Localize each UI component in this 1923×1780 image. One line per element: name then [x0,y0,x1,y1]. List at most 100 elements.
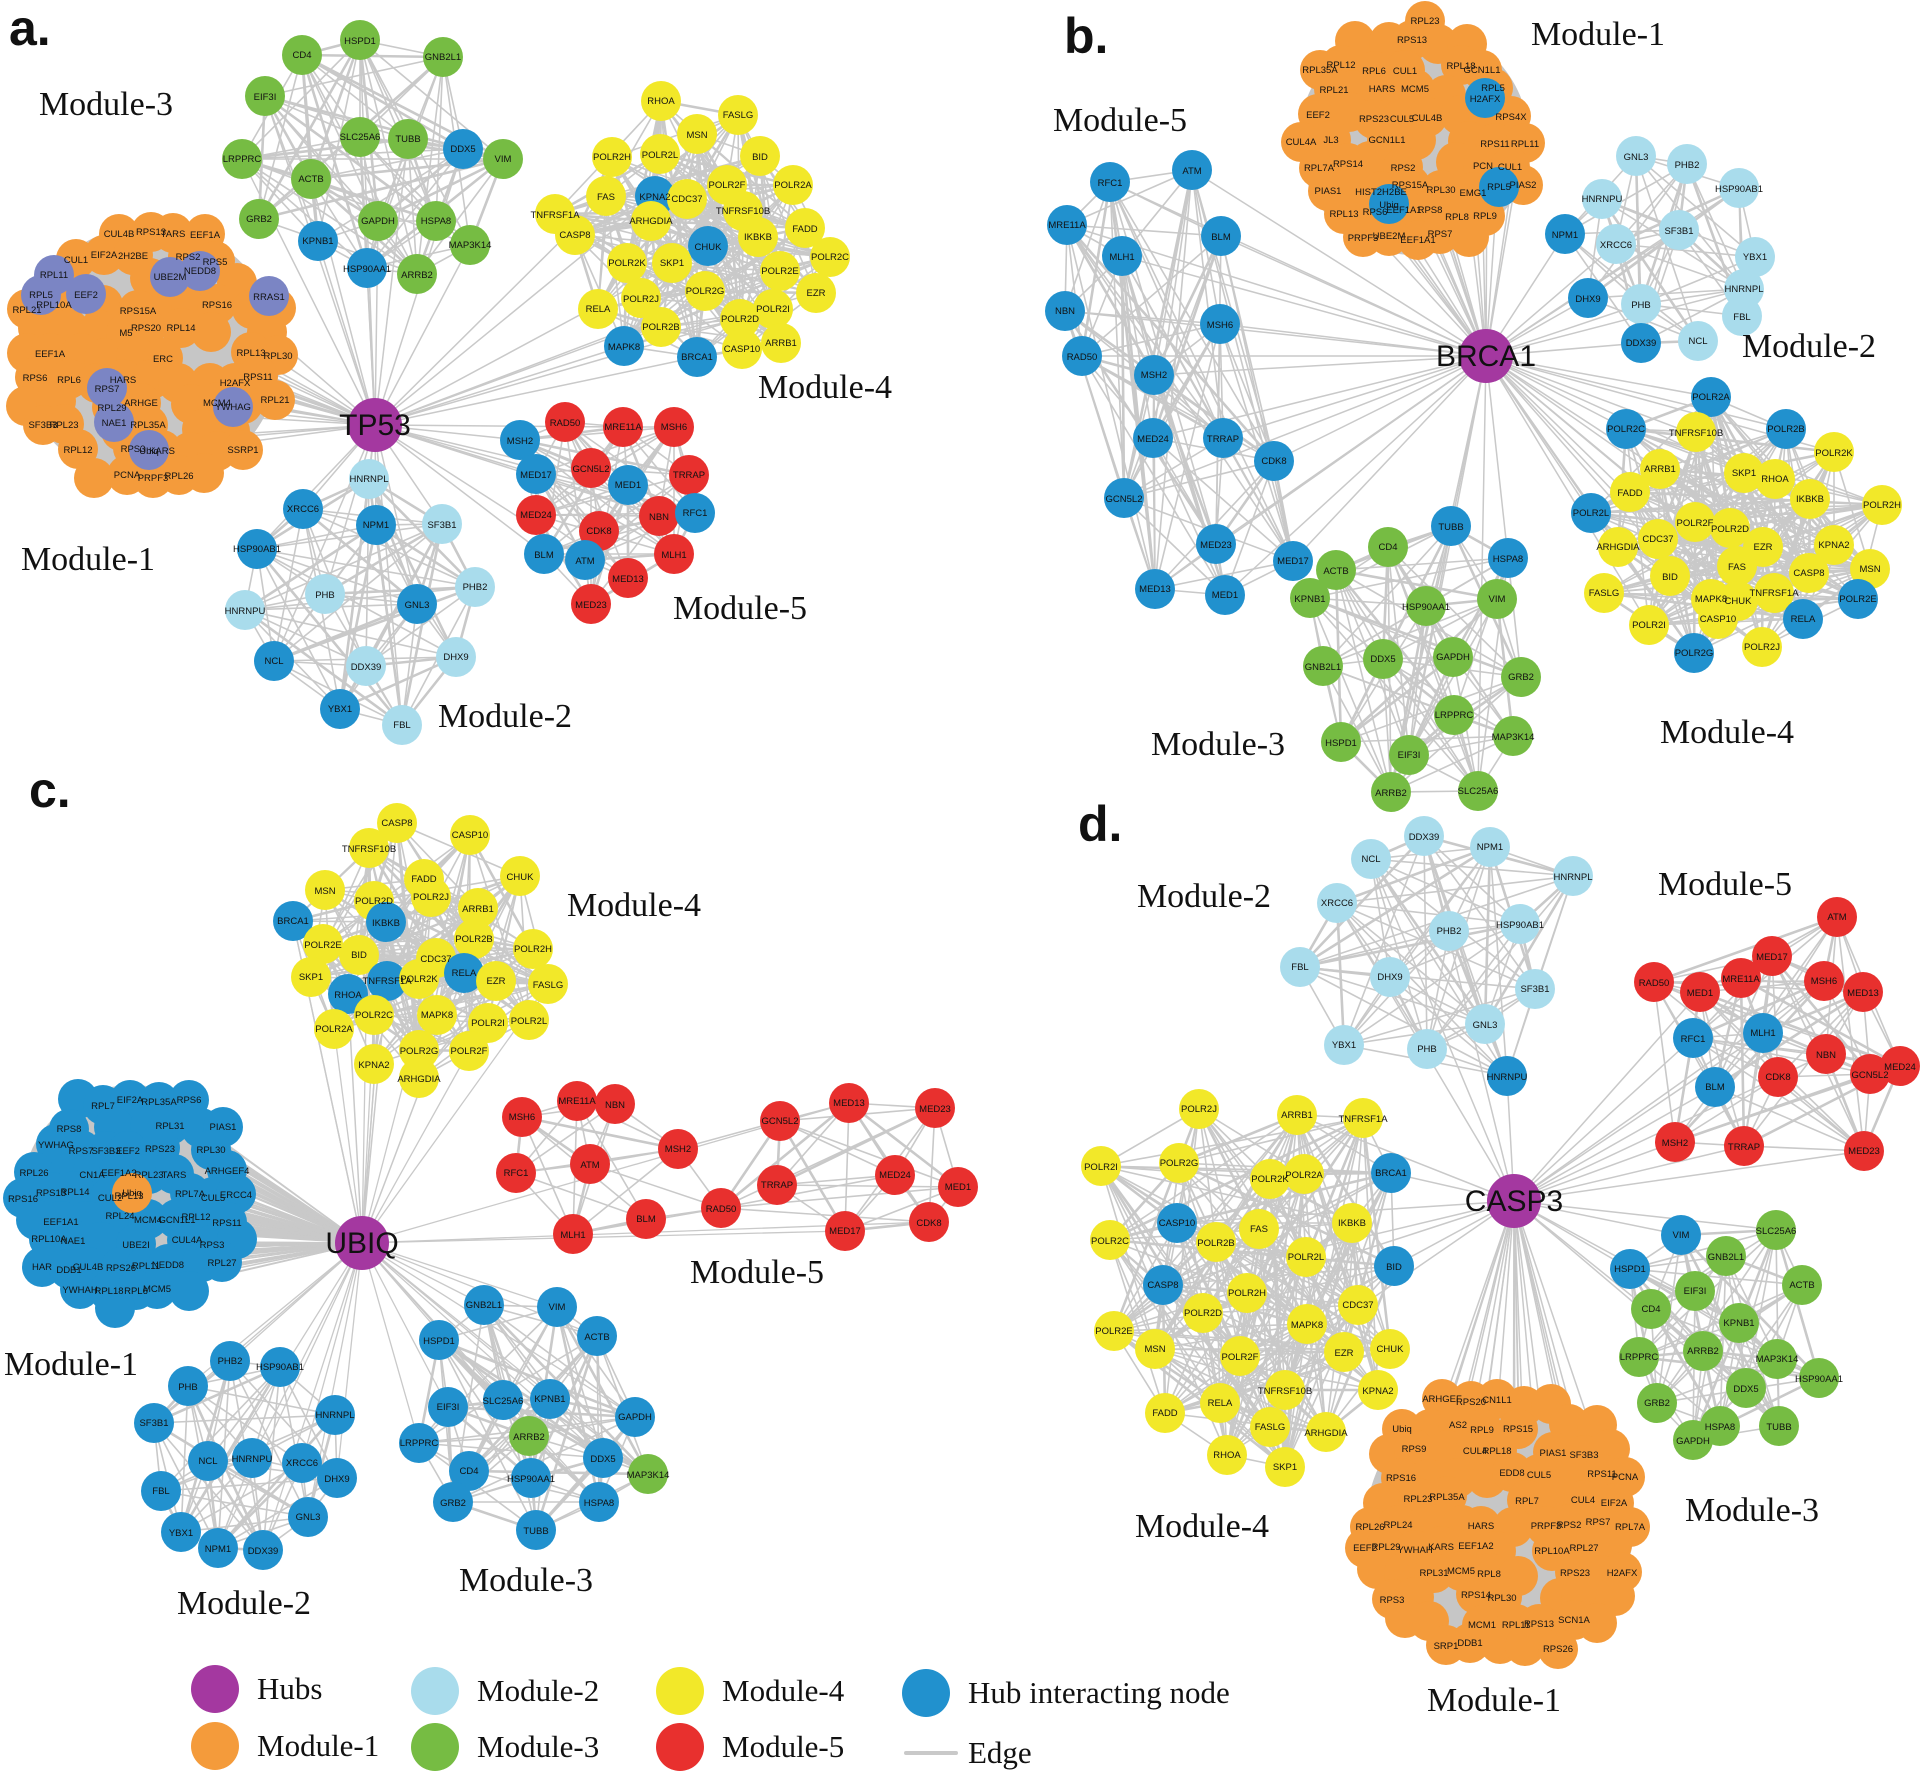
svg-text:PHB2: PHB2 [218,1356,243,1367]
svg-text:RPL13: RPL13 [236,348,265,359]
svg-text:GNB2L1: GNB2L1 [1305,662,1341,673]
svg-text:PHB: PHB [1417,1044,1437,1055]
svg-text:BRCA1: BRCA1 [277,916,309,927]
svg-text:MED23: MED23 [919,1104,951,1115]
svg-text:POLR2C: POLR2C [1607,424,1645,435]
svg-text:RAD50: RAD50 [1639,978,1670,989]
svg-text:RFC1: RFC1 [1098,178,1123,189]
svg-text:DDX5: DDX5 [1733,1384,1758,1395]
svg-text:RPS11: RPS11 [1480,139,1509,150]
svg-text:RPS14: RPS14 [1333,159,1363,170]
svg-text:ERCC4: ERCC4 [220,1190,252,1201]
svg-text:CHUK: CHUK [1377,1344,1405,1355]
svg-text:CDC37: CDC37 [671,194,702,205]
svg-text:RPL8: RPL8 [1477,1569,1501,1580]
svg-text:MED17: MED17 [520,470,552,481]
svg-text:POLR2A: POLR2A [315,1024,353,1035]
svg-text:TARS: TARS [161,229,186,240]
svg-text:RPL27: RPL27 [1569,1543,1598,1554]
svg-text:SLC25A6: SLC25A6 [1458,786,1499,797]
svg-text:RPL18: RPL18 [1446,61,1475,72]
svg-text:Ubiq: Ubiq [139,446,159,457]
svg-text:NEDD8: NEDD8 [152,1260,184,1271]
svg-text:POLR2K: POLR2K [400,974,438,985]
svg-text:RPL11: RPL11 [132,1261,160,1272]
svg-text:DDX39: DDX39 [351,662,382,673]
svg-text:NCL: NCL [1361,854,1380,865]
svg-text:SF3B3: SF3B3 [91,1146,120,1157]
svg-text:HARS: HARS [1369,84,1395,95]
svg-text:NCL: NCL [198,1456,217,1467]
svg-text:EEF2: EEF2 [74,290,98,301]
svg-text:RPS16: RPS16 [8,1194,38,1205]
svg-text:KARS: KARS [1428,1542,1454,1553]
svg-text:FBL: FBL [1733,312,1750,323]
svg-text:TUBB: TUBB [395,134,420,145]
svg-text:POLR2B: POLR2B [642,322,680,333]
svg-text:PIAS1: PIAS1 [1540,1448,1567,1459]
svg-text:MSN: MSN [1859,564,1880,575]
svg-text:CDC37: CDC37 [1342,1300,1373,1311]
svg-text:MCM5: MCM5 [1447,1566,1475,1577]
svg-text:RPS26: RPS26 [1543,1644,1573,1655]
svg-text:POLR2E: POLR2E [304,940,342,951]
svg-text:PHB: PHB [178,1382,198,1393]
svg-text:MED23: MED23 [1200,540,1232,551]
svg-text:MED1: MED1 [1687,988,1713,999]
svg-text:HSPA8: HSPA8 [1493,554,1523,565]
svg-text:RPS26: RPS26 [106,1263,136,1274]
svg-text:MED13: MED13 [833,1098,865,1109]
svg-text:POLR2E: POLR2E [761,266,799,277]
svg-text:NBN: NBN [1816,1050,1836,1061]
svg-text:GNB2L1: GNB2L1 [1708,1252,1744,1263]
svg-text:CUL4B: CUL4B [104,229,135,240]
svg-text:NCL: NCL [264,656,283,667]
svg-text:RPS7: RPS7 [1586,1517,1611,1528]
svg-text:MSH2: MSH2 [1141,370,1167,381]
svg-text:NCL: NCL [1688,336,1707,347]
svg-text:FADD: FADD [792,224,817,235]
svg-text:RPS2: RPS2 [1557,1520,1582,1531]
svg-text:GAPDH: GAPDH [361,216,395,227]
svg-text:POLR2G: POLR2G [1675,648,1714,659]
svg-text:FASLG: FASLG [1255,1422,1286,1433]
svg-text:TRRAP: TRRAP [673,470,705,481]
svg-text:PHB2: PHB2 [463,582,488,593]
svg-text:POLR2H: POLR2H [514,944,552,955]
svg-text:RPL12: RPL12 [63,445,92,456]
svg-text:POLR2F: POLR2F [1677,518,1714,529]
svg-text:DHX9: DHX9 [443,652,468,663]
svg-text:KARS: KARS [149,446,175,457]
svg-text:ARRB1: ARRB1 [1644,464,1676,475]
svg-text:ACTB: ACTB [1323,566,1348,577]
svg-text:YWHAG: YWHAG [215,402,251,413]
svg-text:RPS5: RPS5 [203,257,228,268]
svg-text:MED17: MED17 [1756,952,1788,963]
svg-text:TNFRSF1A: TNFRSF1A [362,976,412,987]
svg-text:POLR2C: POLR2C [811,252,849,263]
svg-text:PHB2: PHB2 [1437,926,1462,937]
svg-text:RPL35A: RPL35A [141,1097,177,1108]
svg-text:MLH1: MLH1 [1750,1028,1775,1039]
svg-text:POLR2D: POLR2D [355,896,393,907]
svg-text:MCM1: MCM1 [1468,1620,1496,1631]
svg-text:EIF3I: EIF3I [1398,750,1421,761]
svg-text:RELA: RELA [586,304,611,315]
svg-text:BLM: BLM [1705,1082,1725,1093]
svg-text:MED1: MED1 [615,480,641,491]
svg-text:DDX5: DDX5 [1370,654,1395,665]
svg-text:CASP10: CASP10 [452,830,488,841]
svg-text:RPL5: RPL5 [1481,83,1505,94]
svg-text:H2AFX: H2AFX [1607,1568,1638,1579]
svg-text:RELA: RELA [1791,614,1816,625]
svg-text:MSN: MSN [314,886,335,897]
svg-text:PCNA: PCNA [114,470,141,481]
svg-text:HARS: HARS [1468,1521,1494,1532]
svg-text:CASP8: CASP8 [1793,568,1824,579]
svg-text:ARRB1: ARRB1 [1281,1110,1313,1121]
svg-text:TNFRSF1A: TNFRSF1A [1749,588,1799,599]
svg-text:CUL4B: CUL4B [73,1262,104,1273]
svg-text:DDB1: DDB1 [56,1265,81,1276]
svg-text:MED1: MED1 [1212,590,1238,601]
svg-text:RPS8: RPS8 [57,1124,82,1135]
